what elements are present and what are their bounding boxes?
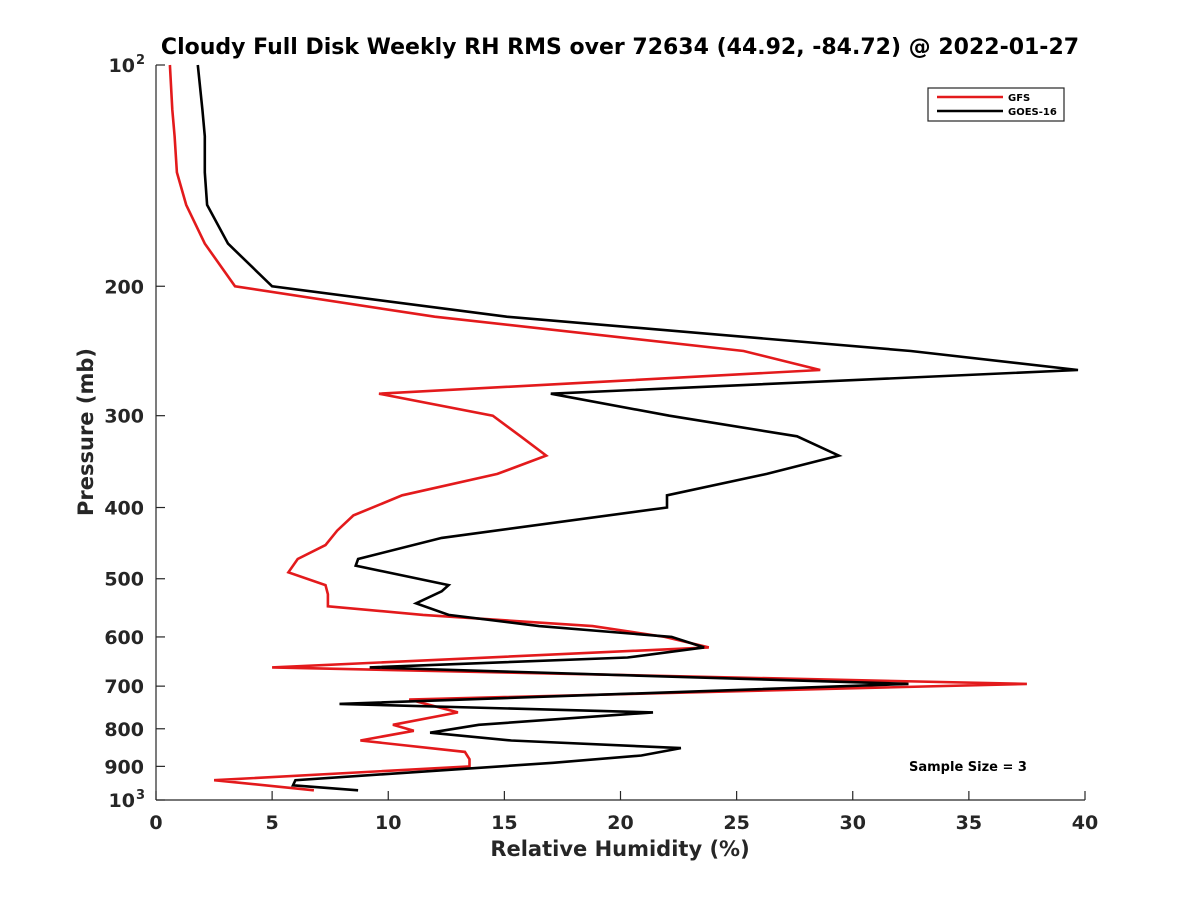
x-tick-label: 10	[375, 812, 401, 834]
plot-area	[155, 64, 1085, 801]
legend-label: GFS	[1008, 93, 1030, 104]
x-tick-label: 20	[607, 812, 633, 834]
chart-title: Cloudy Full Disk Weekly RH RMS over 7263…	[161, 35, 1079, 60]
x-tick-label: 15	[491, 812, 517, 834]
x-tick-label: 0	[149, 812, 162, 834]
y-tick-label: 600	[104, 627, 144, 649]
legend-label: GOES-16	[1008, 107, 1057, 118]
series-line-gfs	[168, 64, 1027, 792]
sample-size-annotation: Sample Size = 3	[909, 760, 1027, 775]
legend-box	[927, 87, 1065, 122]
y-tick-label: 700	[104, 676, 144, 698]
x-tick-label: 40	[1072, 812, 1098, 834]
y-tick-label: 10	[109, 790, 135, 812]
x-tick-label: 30	[840, 812, 866, 834]
legend-items: GFS GOES-16	[937, 93, 1057, 118]
legend: GFS GOES-16	[927, 87, 1065, 122]
y-axis-title: Pressure (mb)	[74, 348, 98, 516]
y-tick-label: 300	[104, 406, 144, 428]
x-tick-label: 25	[723, 812, 749, 834]
y-tick-label: 10	[109, 55, 135, 77]
y-tick-label: 800	[104, 719, 144, 741]
x-axis-title: Relative Humidity (%)	[490, 837, 749, 861]
y-tick-label: 200	[104, 276, 144, 298]
x-axis-ticks: 0 5 10 15 20 25 30 35 40	[149, 791, 1098, 834]
y-tick-exponent: 2	[136, 53, 145, 68]
x-tick-label: 5	[266, 812, 279, 834]
x-tick-label: 35	[956, 812, 982, 834]
y-tick-label: 400	[104, 498, 144, 520]
y-tick-label: 500	[104, 569, 144, 591]
series-line-goes-16	[196, 64, 1079, 792]
axes-background	[156, 65, 1085, 800]
series-layer	[168, 64, 1079, 792]
y-tick-exponent: 3	[136, 788, 145, 803]
y-tick-label: 900	[104, 756, 144, 778]
